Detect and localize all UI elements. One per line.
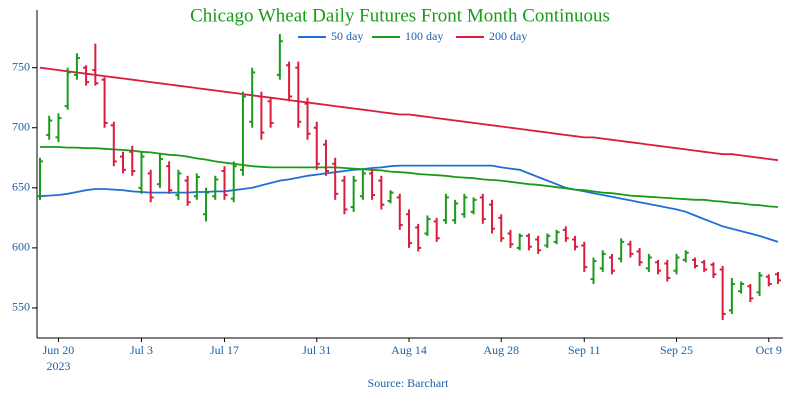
x-tick-label: Jul 31 xyxy=(302,343,331,357)
y-tick-label: 600 xyxy=(12,240,30,254)
x-tick-label: Sep 11 xyxy=(568,343,601,357)
x-tick-label: Aug 14 xyxy=(391,343,427,357)
y-tick-label: 700 xyxy=(12,119,30,133)
x-tick-label: Sep 25 xyxy=(660,343,693,357)
y-tick-label: 750 xyxy=(12,59,30,73)
x-year-label: 2023 xyxy=(46,359,70,373)
y-tick-label: 650 xyxy=(12,180,30,194)
y-tick-label: 550 xyxy=(12,300,30,314)
x-tick-label: Oct 9 xyxy=(756,343,782,357)
moving-average-line xyxy=(39,164,779,243)
chart-title: Chicago Wheat Daily Futures Front Month … xyxy=(190,5,610,26)
x-tick-label: Jul 3 xyxy=(130,343,153,357)
x-tick-label: Jul 17 xyxy=(210,343,239,357)
moving-average-line xyxy=(39,66,779,162)
x-tick-label: Aug 28 xyxy=(483,343,519,357)
x-tick-label: Jun 20 xyxy=(43,343,75,357)
legend-label: 50 day xyxy=(331,29,363,43)
legend-label: 200 day xyxy=(489,29,527,43)
source-note: Source: Barchart xyxy=(368,376,450,390)
moving-average-line xyxy=(40,146,779,208)
legend-label: 100 day xyxy=(405,29,443,43)
